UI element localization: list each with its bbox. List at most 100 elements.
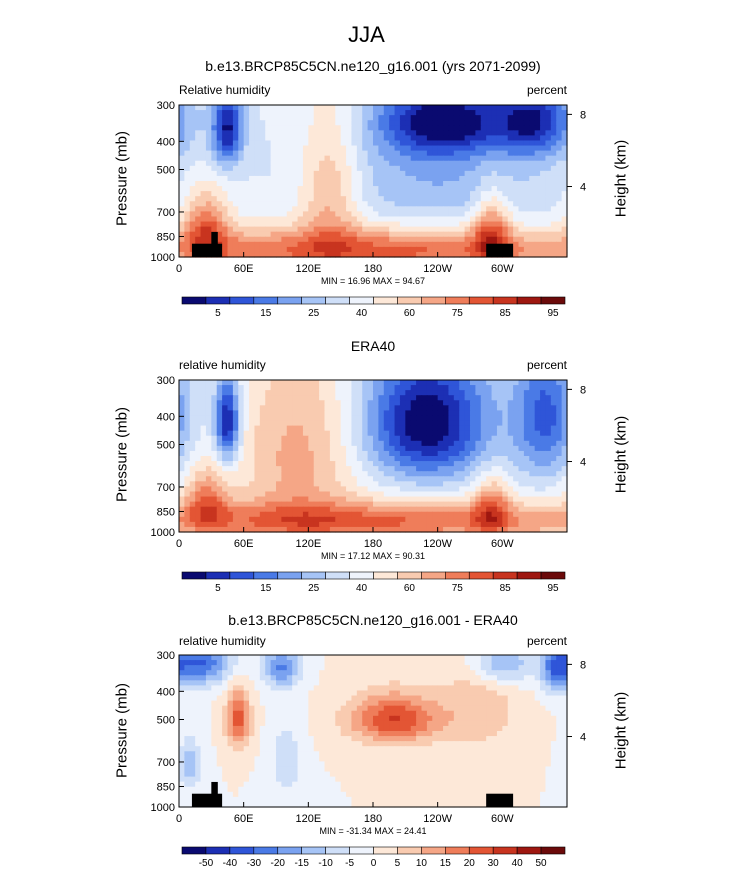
field-cell — [335, 425, 342, 432]
field-cell — [523, 481, 530, 487]
field-cell — [189, 395, 196, 401]
field-cell — [297, 400, 304, 406]
field-cell — [405, 410, 412, 417]
field-cell — [491, 476, 498, 482]
field-cell — [416, 211, 423, 218]
field-cell — [453, 425, 460, 432]
field-cell — [319, 481, 326, 487]
field-cell — [373, 241, 379, 248]
field-cell — [545, 415, 552, 422]
field-cell — [432, 395, 439, 401]
field-cell — [313, 115, 320, 121]
field-cell — [195, 486, 202, 493]
field-cell — [513, 390, 520, 396]
field-cell — [243, 511, 250, 518]
field-cell — [324, 110, 331, 116]
field-cell — [513, 385, 520, 391]
field-cell — [281, 690, 288, 697]
field-cell — [195, 445, 202, 452]
field-cell — [496, 226, 503, 233]
field-cell — [302, 415, 309, 422]
field-cell — [556, 400, 563, 406]
field-cell — [313, 400, 320, 406]
field-cell — [297, 655, 304, 661]
field-cell — [448, 206, 455, 212]
field-cell — [205, 231, 212, 238]
field-cell — [443, 251, 450, 258]
field-cell — [362, 445, 369, 452]
field-cell — [540, 226, 547, 233]
field-cell — [254, 680, 261, 686]
field-cell — [502, 506, 509, 513]
field-cell — [529, 516, 536, 523]
field-cell — [340, 445, 347, 452]
field-cell — [491, 521, 498, 528]
field-cell — [319, 521, 326, 528]
field-cell — [399, 140, 406, 147]
field-cell — [529, 461, 536, 467]
field-cell — [195, 405, 202, 411]
field-cell — [216, 181, 223, 187]
field-cell — [416, 415, 423, 422]
field-cell — [426, 251, 433, 258]
field-cell — [437, 246, 444, 253]
field-cell — [556, 456, 563, 462]
colorbar-box — [397, 296, 422, 305]
field-cell — [405, 181, 412, 187]
field-cell — [405, 445, 412, 452]
field-cell — [394, 466, 401, 472]
field-cell — [227, 196, 234, 202]
field-cell — [346, 456, 353, 462]
field-cell — [200, 140, 207, 147]
field-cell — [243, 125, 250, 131]
field-cell — [486, 471, 493, 477]
field-cell — [502, 150, 509, 157]
field-cell — [270, 450, 277, 457]
field-cell — [378, 221, 385, 228]
field-cell — [464, 196, 471, 202]
field-cell — [464, 435, 471, 442]
field-cell — [540, 380, 547, 386]
field-cell — [470, 241, 476, 248]
field-cell — [313, 140, 320, 147]
field-cell — [523, 516, 530, 523]
field-cell — [254, 456, 261, 462]
field-cell — [545, 160, 552, 167]
field-cell — [238, 226, 245, 233]
field-cell — [410, 231, 417, 238]
field-cell — [340, 125, 347, 131]
field-cell — [373, 221, 379, 228]
field-cell — [270, 155, 277, 162]
field-cell — [464, 226, 471, 233]
field-cell — [356, 226, 363, 233]
field-cell — [448, 155, 455, 162]
field-cell — [238, 170, 245, 177]
field-cell — [410, 165, 417, 172]
field-cell — [292, 110, 299, 116]
field-cell — [502, 211, 509, 218]
field-cell — [475, 115, 482, 121]
field-cell — [550, 420, 557, 427]
field-cell — [329, 491, 336, 498]
panel-3-ylabel-right: Height (km) — [612, 691, 630, 770]
field-cell — [421, 130, 428, 136]
field-cell — [232, 186, 239, 192]
field-cell — [346, 150, 353, 157]
field-cell — [383, 400, 390, 406]
field-cell — [335, 216, 342, 223]
field-cell — [329, 450, 336, 457]
field-cell — [523, 435, 530, 442]
field-cell — [426, 526, 433, 533]
field-cell — [426, 395, 433, 401]
field-cell — [459, 135, 466, 142]
field-cell — [464, 241, 471, 248]
field-cell — [453, 170, 460, 177]
field-cell — [297, 456, 304, 462]
field-cell — [561, 206, 568, 212]
field-cell — [179, 105, 185, 111]
field-cell — [496, 115, 503, 121]
field-cell — [302, 385, 309, 391]
field-cell — [550, 415, 557, 422]
field-cell — [227, 511, 234, 518]
field-cell — [356, 690, 363, 697]
